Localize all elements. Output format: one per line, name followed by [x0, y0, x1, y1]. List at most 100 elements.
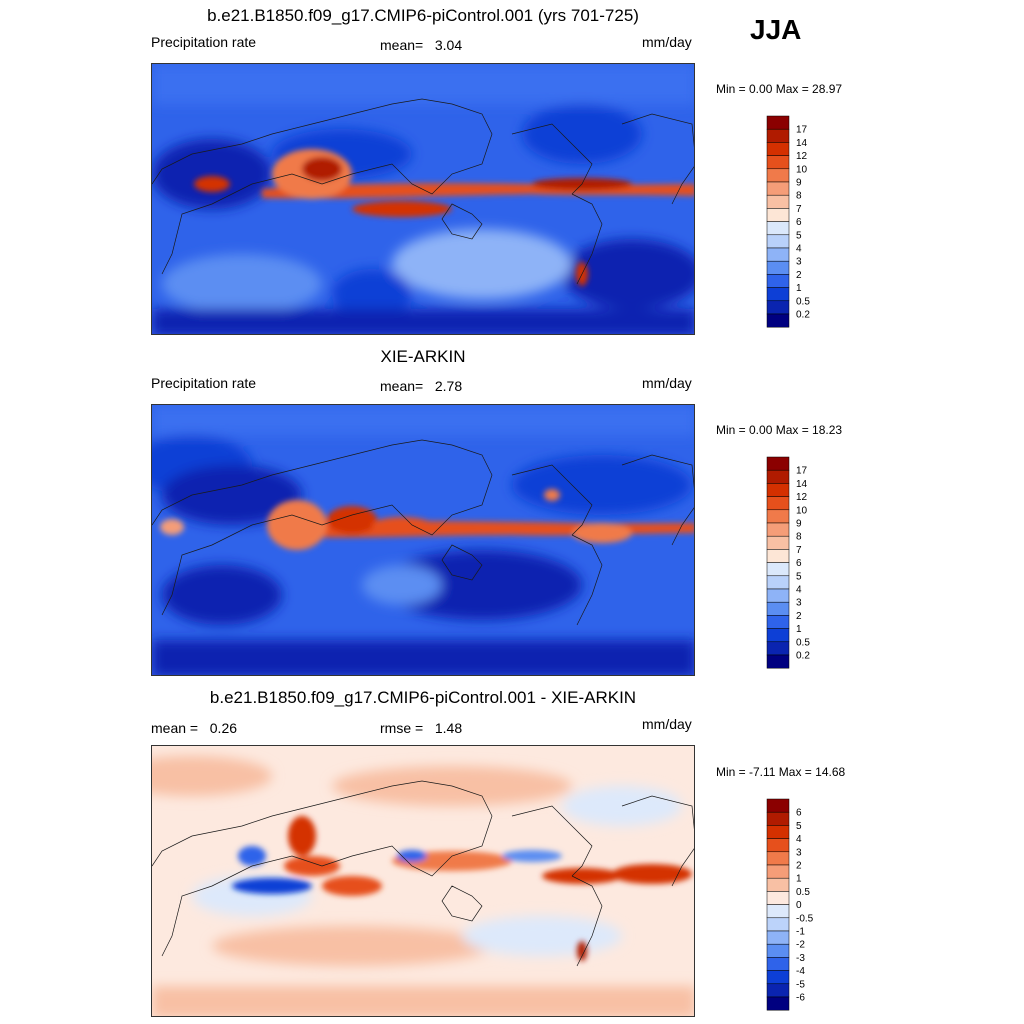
- panel1-minmax: Min = 0.00 Max = 28.97: [716, 82, 843, 96]
- colorbar-tick-label: -4: [796, 966, 805, 977]
- colorbar-swatch: [766, 943, 790, 958]
- colorbar-tick-label: 8: [796, 532, 802, 543]
- colorbar-swatch: [766, 996, 790, 1011]
- colorbar-tick-label: 2: [796, 861, 802, 872]
- panel1-field-label: Precipitation rate: [151, 34, 257, 50]
- colorbar-swatch: [766, 142, 790, 156]
- colorbar-tick-label: 14: [796, 479, 808, 490]
- colorbar-tick-label: 6: [796, 808, 802, 819]
- panel3-colorbar: 6 5 4 3 2 1 0.5 0 -0.5 -1 -2 -3 -4 -5 -6: [766, 798, 827, 1011]
- colorbar-swatch: [766, 601, 790, 616]
- colorbar-swatch: [766, 535, 790, 550]
- panel3-mean-value: 0.26: [209, 720, 238, 736]
- colorbar-tick-label: 17: [796, 466, 808, 477]
- colorbar-swatch: [766, 549, 790, 563]
- panel2-coastlines: [152, 439, 694, 626]
- colorbar-swatch: [766, 917, 790, 932]
- colorbar-tick-label: 6: [796, 558, 802, 569]
- colorbar-tick-label: -6: [796, 993, 805, 1004]
- colorbar-swatch: [766, 851, 790, 866]
- colorbar-swatch: [766, 983, 790, 998]
- panel3-mean-text: mean =: [151, 720, 199, 736]
- colorbar-swatch: [766, 588, 790, 603]
- panel1-coastlines: [152, 98, 694, 285]
- colorbar-tick-label: 3: [796, 257, 802, 268]
- panel2-map-svg: [152, 405, 694, 675]
- colorbar-swatch: [766, 287, 790, 302]
- colorbar-swatch: [766, 838, 790, 853]
- colorbar-swatch: [766, 221, 790, 236]
- colorbar-tick-label: 0.2: [796, 651, 810, 662]
- colorbar-swatch: [766, 957, 790, 971]
- panel2-colorbar-svg: 17 14 12 10 9 8 7 6 5 4 3 2 1 0.5 0.2: [766, 456, 810, 669]
- panel1-colorbar-svg: 17 14 12 10 9 8 7 6 5 4 3 2 1 0.5 0.2: [766, 115, 810, 328]
- colorbar-swatch: [766, 930, 790, 945]
- colorbar-tick-label: 14: [796, 138, 808, 149]
- colorbar-tick-label: 10: [796, 505, 808, 516]
- panel3-coastlines: [152, 780, 694, 967]
- colorbar-tick-label: 7: [796, 204, 802, 215]
- colorbar-swatch: [766, 641, 790, 656]
- colorbar-tick-label: -1: [796, 927, 805, 938]
- panel2-mean-text: mean=: [380, 378, 424, 394]
- colorbar-tick-label: 1: [796, 624, 802, 635]
- panel1-units: mm/day: [642, 34, 692, 50]
- panel1-title: b.e21.B1850.f09_g17.CMIP6-piControl.001 …: [207, 6, 639, 25]
- colorbar-swatch: [766, 274, 790, 288]
- panel1-colorbar: 17 14 12 10 9 8 7 6 5 4 3 2 1 0.5 0.2: [766, 115, 827, 328]
- panel2-mean-label: mean= 2.78: [380, 378, 462, 394]
- colorbar-swatch: [766, 300, 790, 315]
- panel1-mean-label: mean= 3.04: [380, 37, 462, 53]
- colorbar-swatch: [766, 615, 790, 629]
- colorbar-swatch: [766, 904, 790, 919]
- panel3-colorbar-svg: 6 5 4 3 2 1 0.5 0 -0.5 -1 -2 -3 -4 -5 -6: [766, 798, 814, 1011]
- colorbar-tick-label: 4: [796, 585, 802, 596]
- panel3-title: b.e21.B1850.f09_g17.CMIP6-piControl.001 …: [209, 688, 637, 707]
- colorbar-swatch: [766, 456, 790, 471]
- panel2-title: XIE-ARKIN: [380, 347, 466, 366]
- colorbar-tick-label: -2: [796, 940, 805, 951]
- colorbar-swatch: [766, 469, 790, 484]
- panel2-units: mm/day: [642, 375, 692, 391]
- colorbar-tick-label: -5: [796, 979, 805, 990]
- colorbar-swatch: [766, 509, 790, 524]
- colorbar-tick-label: 0: [796, 900, 802, 911]
- colorbar-tick-label: 5: [796, 821, 802, 832]
- colorbar-tick-label: 2: [796, 270, 802, 281]
- colorbar-tick-label: -0.5: [796, 913, 814, 924]
- colorbar-tick-label: 0.2: [796, 310, 810, 321]
- colorbar-tick-label: 6: [796, 217, 802, 228]
- colorbar-swatch: [766, 194, 790, 209]
- colorbar-swatch: [766, 798, 790, 813]
- colorbar-tick-label: 1: [796, 874, 802, 885]
- colorbar-swatch: [766, 260, 790, 275]
- colorbar-swatch: [766, 575, 790, 590]
- colorbar-swatch: [766, 654, 790, 669]
- panel2-minmax: Min = 0.00 Max = 18.23: [716, 423, 843, 437]
- colorbar-tick-label: 0.5: [796, 296, 810, 307]
- colorbar-swatch: [766, 496, 790, 511]
- colorbar-tick-label: 5: [796, 571, 802, 582]
- colorbar-swatch: [766, 208, 790, 222]
- panel3-units: mm/day: [642, 716, 692, 732]
- panel3-mean-label: mean = 0.26: [151, 720, 237, 736]
- panel1-map-svg: [152, 64, 694, 334]
- colorbar-swatch: [766, 181, 790, 196]
- colorbar-tick-label: 7: [796, 545, 802, 556]
- panel1-mean-value: 3.04: [434, 37, 463, 53]
- colorbar-tick-label: 9: [796, 519, 802, 530]
- colorbar-tick-label: 5: [796, 230, 802, 241]
- colorbar-tick-label: 0.5: [796, 887, 810, 898]
- season-label: JJA: [750, 14, 802, 45]
- colorbar-swatch: [766, 128, 790, 143]
- colorbar-tick-label: 12: [796, 151, 808, 162]
- colorbar-swatch: [766, 115, 790, 130]
- colorbar-tick-label: 1: [796, 283, 802, 294]
- panel3-rmse-text: rmse =: [380, 720, 424, 736]
- colorbar-swatch: [766, 562, 790, 577]
- colorbar-tick-label: 3: [796, 847, 802, 858]
- colorbar-swatch: [766, 864, 790, 879]
- colorbar-swatch: [766, 247, 790, 262]
- colorbar-swatch: [766, 628, 790, 643]
- panel1-mean-text: mean=: [380, 37, 424, 53]
